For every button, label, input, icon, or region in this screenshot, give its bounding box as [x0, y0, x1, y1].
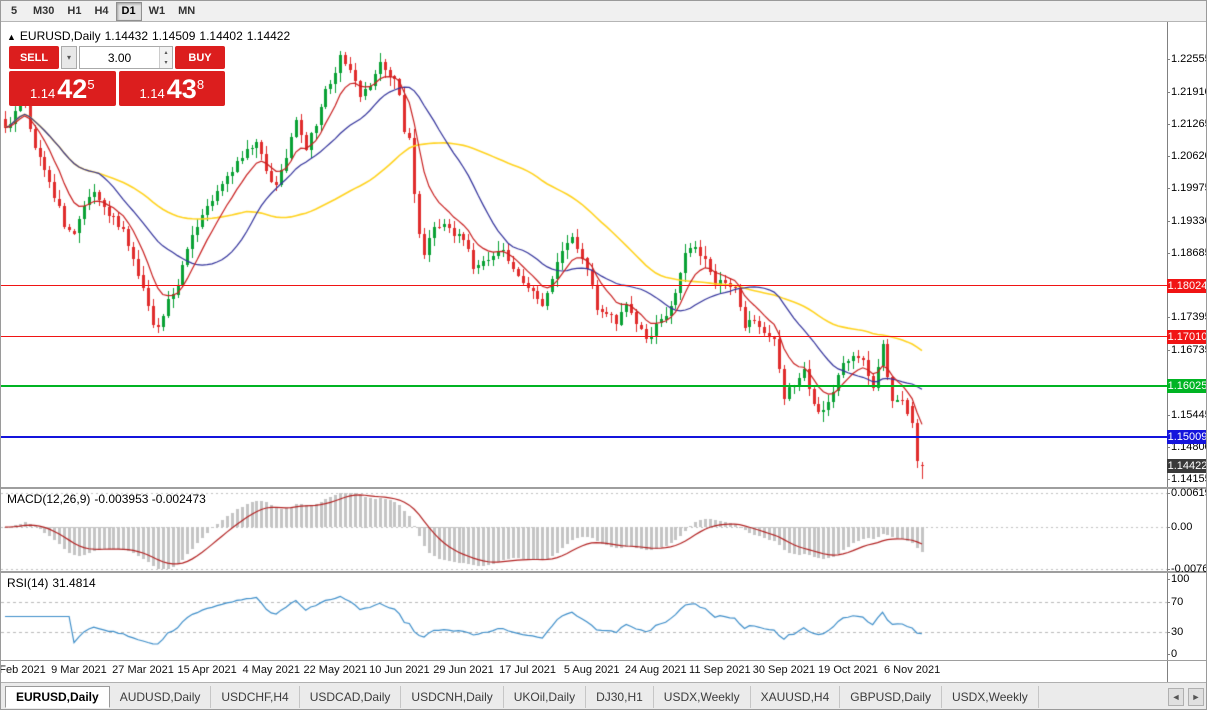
chart-tab-ukoil-daily[interactable]: UKOil,Daily [504, 686, 587, 708]
rsi-header: RSI(14) 31.4814 [7, 576, 100, 590]
macd-rsi-separator[interactable] [1, 571, 1206, 573]
date-label: 24 Aug 2021 [624, 664, 687, 676]
price-axis-column [1167, 22, 1206, 682]
horizontal-line-1.15009[interactable] [1, 435, 1167, 438]
rsi-dateaxis-separator [1, 660, 1206, 661]
buy-price-display[interactable]: 1.14 43 8 [118, 71, 225, 106]
date-label: 29 Jun 2021 [433, 664, 494, 676]
timeframe-button-m30[interactable]: M30 [33, 5, 55, 17]
chart-tab-usdx-weekly[interactable]: USDX,Weekly [654, 686, 751, 708]
volume-down-icon[interactable]: ▾ [160, 57, 172, 68]
horizontal-line-1.17010[interactable] [1, 336, 1167, 337]
price-line-badge: 1.15009 [1167, 429, 1207, 444]
sell-price-big: 42 [57, 74, 88, 104]
chart-tab-usdx-weekly[interactable]: USDX,Weekly [942, 686, 1039, 708]
horizontal-line-1.18024[interactable] [1, 285, 1167, 287]
macd-values: -0.003953 -0.002473 [94, 492, 206, 506]
horizontal-line-1.16025[interactable] [1, 384, 1167, 387]
main-macd-separator[interactable] [1, 487, 1206, 489]
macd-panel-canvas[interactable] [1, 489, 1167, 571]
buy-button[interactable]: BUY [175, 46, 225, 69]
volume-up-icon[interactable]: ▴ [160, 47, 172, 58]
chart-open-value: 1.14432 [104, 29, 148, 43]
date-label: 18 Feb 2021 [0, 664, 46, 676]
buy-price-big: 43 [166, 74, 197, 104]
date-label: 22 May 2021 [303, 664, 368, 676]
one-click-trade-panel: SELL ▾ 3.00 ▴ ▾ BUY 1.14 42 5 1.14 43 8 [9, 46, 225, 106]
volume-dropdown-icon[interactable]: ▾ [61, 46, 77, 69]
buy-price-pip: 8 [196, 77, 205, 92]
tab-scroll-left-icon[interactable]: ◄ [1168, 688, 1184, 706]
macd-header: MACD(12,26,9) -0.003953 -0.002473 [7, 492, 210, 506]
sell-price-pip: 5 [87, 77, 95, 92]
chart-title: ▲ EURUSD,Daily 1.14432 1.14509 1.14402 1.1442… [7, 29, 294, 43]
sell-price-prefix: 1.14 [29, 86, 56, 101]
chart-tab-usdchf-h4[interactable]: USDCHF,H4 [211, 686, 300, 708]
date-label: 4 May 2021 [242, 664, 300, 676]
one-click-panel-toggle-icon[interactable]: ▲ [7, 32, 16, 42]
timeframe-button-d1[interactable]: D1 [115, 1, 142, 21]
chart-symbol: EURUSD,Daily [19, 29, 101, 43]
date-label: 15 Apr 2021 [177, 664, 237, 676]
chart-low-value: 1.14402 [199, 29, 243, 43]
date-label: 11 Sep 2021 [689, 664, 751, 676]
chart-high-value: 1.14509 [152, 29, 196, 43]
rsi-label: RSI(14) [7, 576, 49, 590]
date-label: 10 Jun 2021 [369, 664, 430, 676]
price-line-badge: 1.16025 [1167, 378, 1207, 393]
volume-stepper: ▴ ▾ [159, 47, 172, 68]
chart-tab-xauusd-h4[interactable]: XAUUSD,H4 [751, 686, 841, 708]
chart-tab-usdcad-daily[interactable]: USDCAD,Daily [300, 686, 402, 708]
chart-tab-gbpusd-daily[interactable]: GBPUSD,Daily [840, 686, 942, 708]
sell-button[interactable]: SELL [9, 46, 59, 69]
volume-input[interactable]: 3.00 ▴ ▾ [79, 46, 173, 69]
date-label: 19 Oct 2021 [818, 664, 878, 676]
current-price-badge: 1.14422 [1167, 458, 1207, 473]
timeframe-toolbar: 5 M30 H1 H4 D1 W1 MN [1, 1, 1206, 22]
rsi-panel-canvas[interactable] [1, 573, 1167, 660]
sell-price-display[interactable]: 1.14 42 5 [9, 71, 116, 106]
buy-price-prefix: 1.14 [139, 86, 165, 101]
date-label: 5 Aug 2021 [563, 664, 620, 676]
date-label: 27 Mar 2021 [112, 664, 174, 676]
date-label: 6 Nov 2021 [883, 664, 941, 676]
chart-tab-usdcnh-daily[interactable]: USDCNH,Daily [401, 686, 504, 708]
chart-tab-eurusd-daily[interactable]: EURUSD,Daily [5, 686, 110, 708]
tab-scroll-controls: ◄ ► [1168, 688, 1204, 706]
timeframe-button-mn[interactable]: MN [178, 5, 196, 17]
chart-tab-dj30-h1[interactable]: DJ30,H1 [586, 686, 654, 708]
timeframe-button-h1[interactable]: H1 [67, 5, 82, 17]
chart-close-value: 1.14422 [246, 29, 291, 43]
macd-label: MACD(12,26,9) [7, 492, 91, 506]
timeframe-button-h4[interactable]: H4 [94, 5, 109, 17]
chart-tab-bar: EURUSD,Daily AUDUSD,Daily USDCHF,H4 USDCAD,… [1, 682, 1206, 709]
price-line-badge: 1.17010 [1167, 329, 1207, 344]
timeframe-button-5[interactable]: 5 [10, 5, 18, 17]
date-label: 9 Mar 2021 [51, 664, 107, 676]
tab-scroll-right-icon[interactable]: ► [1188, 688, 1204, 706]
volume-value[interactable]: 3.00 [107, 50, 132, 65]
date-label: 30 Sep 2021 [752, 664, 816, 676]
rsi-value: 31.4814 [52, 576, 96, 590]
chart-tab-audusd-daily[interactable]: AUDUSD,Daily [110, 686, 212, 708]
timeframe-button-w1[interactable]: W1 [148, 5, 166, 17]
date-label: 17 Jul 2021 [499, 664, 557, 676]
price-line-badge: 1.18024 [1167, 278, 1207, 293]
